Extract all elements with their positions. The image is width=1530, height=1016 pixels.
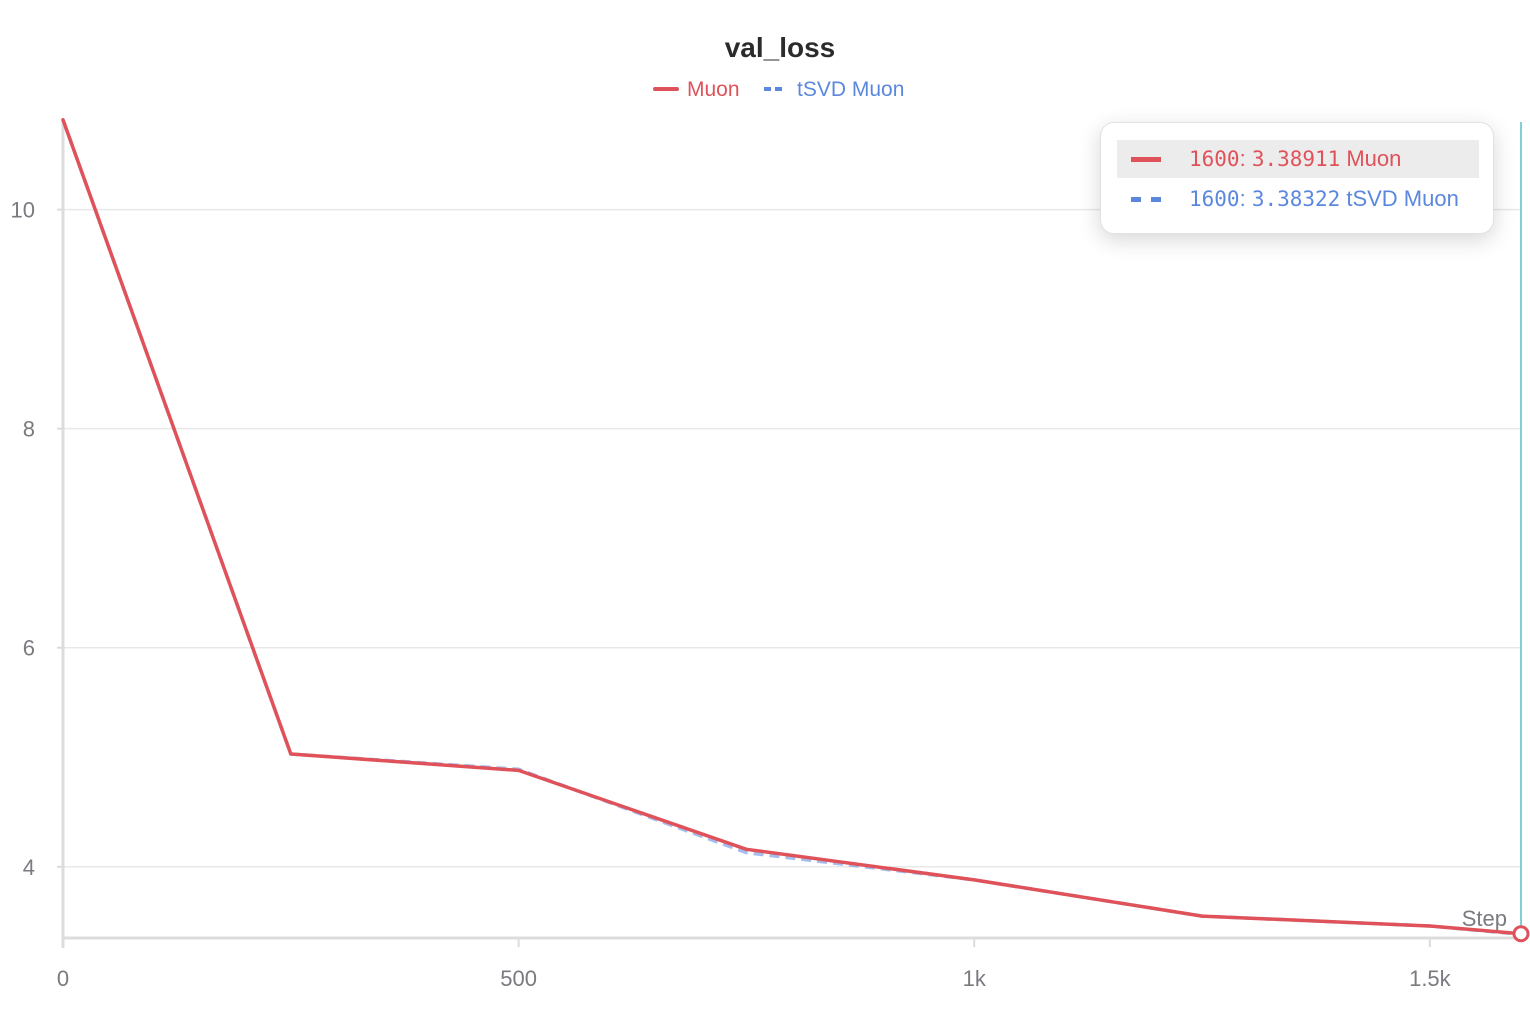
x-tick-label: 1k (963, 966, 987, 991)
y-tick-label: 6 (23, 636, 35, 661)
y-axis-ticks: 4 6 8 10 (11, 198, 63, 880)
tooltip-row-muon: 1600: 3.38911 Muon (1117, 140, 1479, 178)
x-tick-label: 1.5k (1409, 966, 1452, 991)
series-layer (61, 118, 1523, 937)
y-tick-label: 4 (23, 855, 35, 880)
x-axis-ticks: 0 500 1k 1.5k (57, 938, 1452, 991)
tooltip-text-muon: 1600: 3.38911 Muon (1189, 146, 1401, 172)
hover-tooltip: 1600: 3.38911 Muon 1600: 3.38322 tSVD Muon (1100, 122, 1494, 234)
hover-point-marker (1512, 925, 1530, 943)
series-line-muon[interactable] (61, 118, 1523, 936)
tooltip-separator: : (1239, 186, 1246, 211)
tooltip-value: 3.38911 (1251, 147, 1341, 171)
tooltip-text-tsvd-muon: 1600: 3.38322 tSVD Muon (1189, 186, 1459, 212)
x-axis-label: Step (1462, 906, 1507, 931)
tooltip-separator: : (1239, 146, 1246, 171)
legend-item-tsvd-muon[interactable]: tSVD Muon (764, 78, 904, 101)
tooltip-row-tsvd-muon: 1600: 3.38322 tSVD Muon (1117, 180, 1479, 218)
legend[interactable]: Muon tSVD Muon (653, 78, 904, 101)
legend-label-muon: Muon (687, 78, 740, 101)
x-tick-label: 500 (500, 966, 537, 991)
y-tick-label: 10 (11, 198, 35, 223)
axes (61, 122, 1521, 948)
tooltip-swatch-tsvd-muon (1131, 196, 1161, 202)
chart-title: val_loss (725, 32, 836, 63)
tooltip-swatch-muon (1131, 156, 1161, 162)
tooltip-step: 1600 (1189, 147, 1240, 171)
grid-lines (63, 208, 1521, 868)
y-tick-label: 8 (23, 417, 35, 442)
series-line-tsvd-muon[interactable] (61, 119, 1522, 937)
legend-label-tsvd-muon: tSVD Muon (797, 78, 904, 101)
tooltip-value: 3.38322 (1251, 187, 1341, 211)
tooltip-step: 1600 (1189, 187, 1240, 211)
tooltip-series-name: Muon (1346, 146, 1402, 171)
legend-item-muon[interactable]: Muon (653, 78, 740, 101)
x-tick-label: 0 (57, 966, 69, 991)
tooltip-series-name: tSVD Muon (1346, 186, 1459, 211)
